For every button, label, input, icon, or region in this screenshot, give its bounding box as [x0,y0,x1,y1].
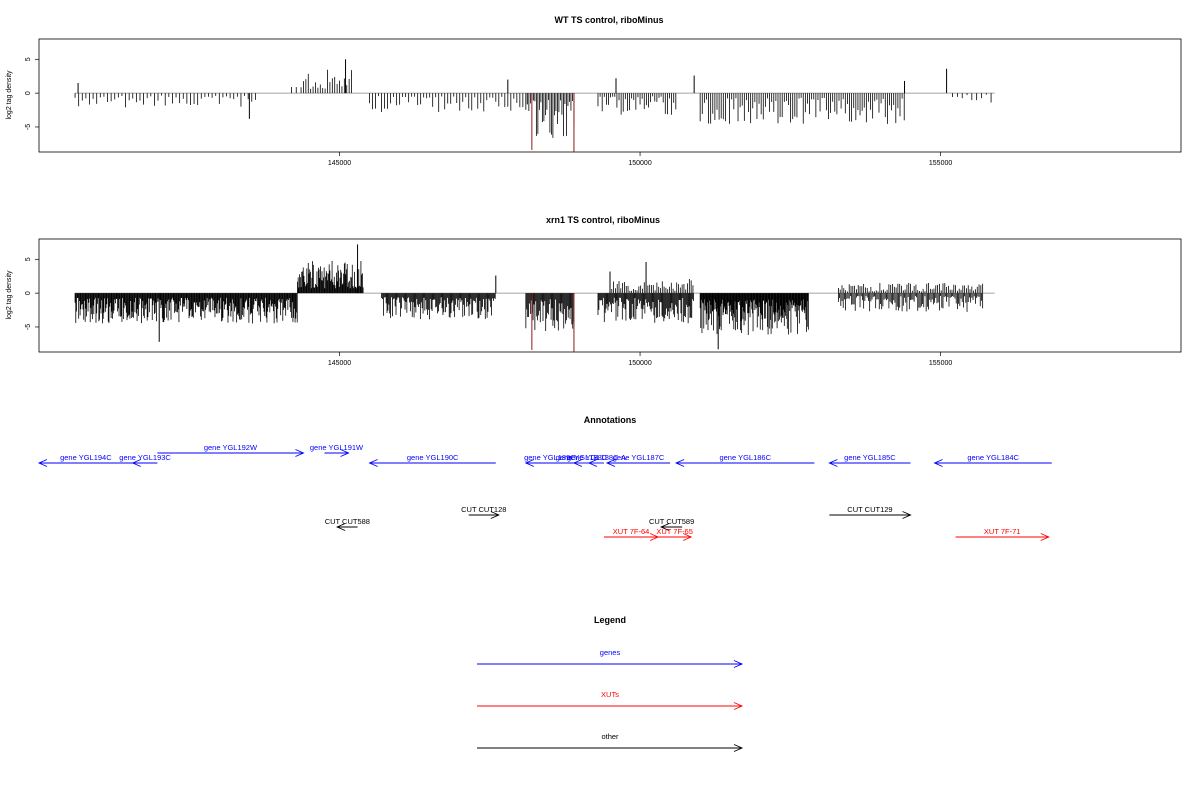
feature-arrowhead [828,459,838,467]
feature-label: CUT CUT128 [461,505,506,514]
legend-arrowhead [733,660,744,668]
feature-label: gene YGL190C [407,453,459,462]
panel-title-xrn1: xrn1 TS control, riboMinus [546,215,660,225]
feature-arrowhead [674,459,685,467]
feature-label: gene YGL185C [844,453,896,462]
feature-label: gene YGL189C [524,453,576,462]
plot-xrn1: -5 0 5 145000 150000 155000 [25,244,995,367]
y-tick-label: -5 [25,124,32,130]
feature-arrowhead [335,523,346,531]
annotations-title: Annotations [584,415,637,425]
x-tick-label: 145000 [328,160,351,167]
y-axis-label-xrn1: log2 tag density [6,270,13,320]
x-tick-label: 155000 [929,360,952,367]
annotation-track: gene YGL194C gene YGL193C gene YGL192W gene… [37,443,1052,541]
y-tick-label: 0 [25,291,32,295]
feature-label: gene YGL192W [204,443,258,452]
feature-arrowhead [902,511,912,519]
feature-arrowhead [933,459,943,467]
y-tick-label: 0 [25,91,32,95]
feature-label: CUT CUT588 [325,517,370,526]
legend-arrowhead [733,744,744,752]
plot-wt: -5 0 5 145000 150000 155000 [25,57,995,167]
feature-label: gene YGL187C [613,453,665,462]
feature-label: XUT 7F-71 [984,527,1021,536]
feature-label: gene YGL191W [310,443,364,452]
legend-label: XUTs [601,690,619,699]
feature-arrowhead [524,459,535,467]
panel-frame-xrn1 [38,238,1182,353]
feature-arrowhead [659,523,670,531]
feature-arrowhead [131,459,141,467]
feature-arrowhead [295,449,305,457]
feature-arrowhead [1040,533,1050,541]
x-tick-label: 150000 [628,360,651,367]
legend-label: other [601,732,619,741]
feature-arrowhead [682,533,693,541]
feature-label: XUT 7F-65 [656,527,693,536]
feature-arrowhead [572,459,583,467]
feature-arrowhead [587,459,598,467]
feature-label: gene YGL194C [60,453,112,462]
y-tick-label: 5 [25,57,32,61]
panel-title-wt: WT TS control, riboMinus [555,15,664,25]
x-tick-label: 150000 [628,160,651,167]
y-axis-label-wt: log2 tag density [6,70,13,120]
legend-arrowhead [733,702,744,710]
panel-frame-wt [38,38,1182,153]
feature-label: gene YGL186C [719,453,771,462]
feature-label: gene YGL188C-A [567,453,626,462]
feature-label: CUT CUT129 [847,505,892,514]
feature-label: gene YGL188C [556,453,608,462]
legend-label: genes [600,648,621,657]
x-tick-label: 155000 [929,160,952,167]
feature-label: XUT 7F-64 [613,527,650,536]
y-tick-label: 5 [25,257,32,261]
feature-label: CUT CUT589 [649,517,694,526]
feature-arrowhead [490,511,500,519]
legend-title: Legend [594,615,626,625]
feature-label: gene YGL193C [119,453,171,462]
feature-label: gene YGL184C [967,453,1019,462]
feature-arrowhead [368,459,378,467]
feature-arrowhead [340,449,350,457]
y-tick-label: -5 [25,324,32,330]
feature-arrowhead [37,459,48,467]
legend: genes XUTs other [477,648,744,752]
x-tick-label: 145000 [328,360,351,367]
feature-arrowhead [605,459,616,467]
